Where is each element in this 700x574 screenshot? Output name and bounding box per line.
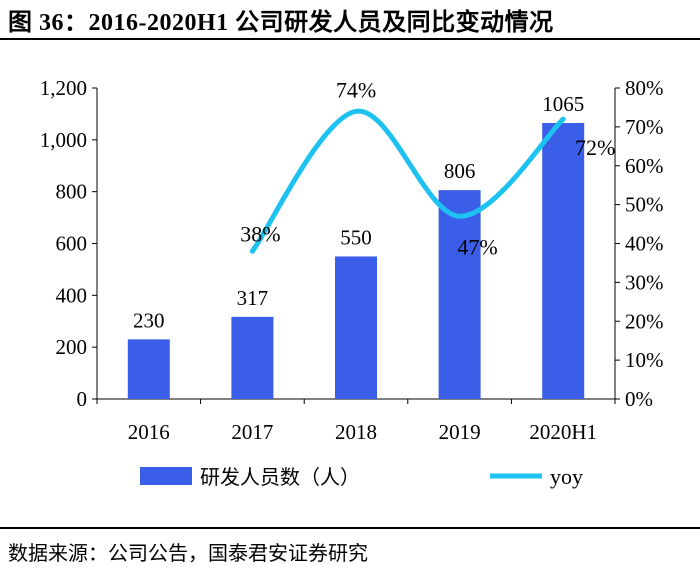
yoy-data-label: 38% (240, 221, 280, 246)
legend-line-label: yoy (550, 464, 583, 489)
left-axis-tick-label: 600 (56, 232, 88, 256)
yoy-line (249, 108, 566, 254)
bar-2018 (335, 256, 377, 399)
yoy-data-label: 72% (575, 135, 615, 160)
right-axis-tick-label: 40% (625, 232, 664, 256)
right-axis-tick-label: 70% (625, 115, 664, 139)
right-axis-tick-label: 20% (625, 309, 664, 333)
right-axis-tick-label: 30% (625, 270, 664, 294)
left-axis-tick-label: 200 (56, 335, 88, 359)
bar-data-label: 1065 (542, 92, 584, 116)
x-axis-tick-label: 2019 (439, 420, 481, 444)
figure-title: 图 36：2016-2020H1 公司研发人员及同比变动情况 (8, 10, 554, 36)
right-axis-tick-label: 0% (625, 387, 653, 411)
bar-data-label: 806 (444, 159, 476, 183)
legend-bar-label: 研发人员数（人） (200, 466, 360, 489)
yoy-data-label: 47% (457, 234, 497, 259)
left-axis-tick-label: 0 (77, 387, 88, 411)
right-axis-tick-label: 50% (625, 193, 664, 217)
bar-data-label: 230 (133, 308, 165, 332)
title-rule (0, 38, 700, 40)
source-rule (0, 527, 700, 529)
bar-2016 (127, 339, 170, 399)
bar-2020H1 (542, 122, 585, 400)
legend-bar-swatch (140, 467, 192, 485)
x-axis-tick-label: 2020H1 (529, 420, 597, 444)
bar-data-label: 550 (340, 225, 372, 249)
right-axis-tick-label: 80% (625, 76, 664, 100)
right-axis-tick-label: 10% (625, 348, 664, 372)
bar-2019 (438, 190, 481, 399)
x-axis-tick-label: 2016 (128, 420, 170, 444)
yoy-data-label: 74% (336, 77, 376, 102)
left-axis-tick-label: 800 (56, 180, 88, 204)
right-axis-tick-label: 60% (625, 154, 664, 178)
source-note: 数据来源：公司公告，国泰君安证券研究 (8, 543, 368, 565)
left-axis-tick-label: 1,000 (40, 128, 87, 152)
left-axis-tick-label: 1,200 (40, 76, 87, 100)
left-axis-tick-label: 400 (56, 283, 88, 307)
bar-2017 (231, 316, 274, 399)
x-axis-tick-label: 2018 (335, 420, 377, 444)
x-axis-tick-label: 2017 (231, 420, 273, 444)
bar-data-label: 317 (237, 286, 269, 310)
